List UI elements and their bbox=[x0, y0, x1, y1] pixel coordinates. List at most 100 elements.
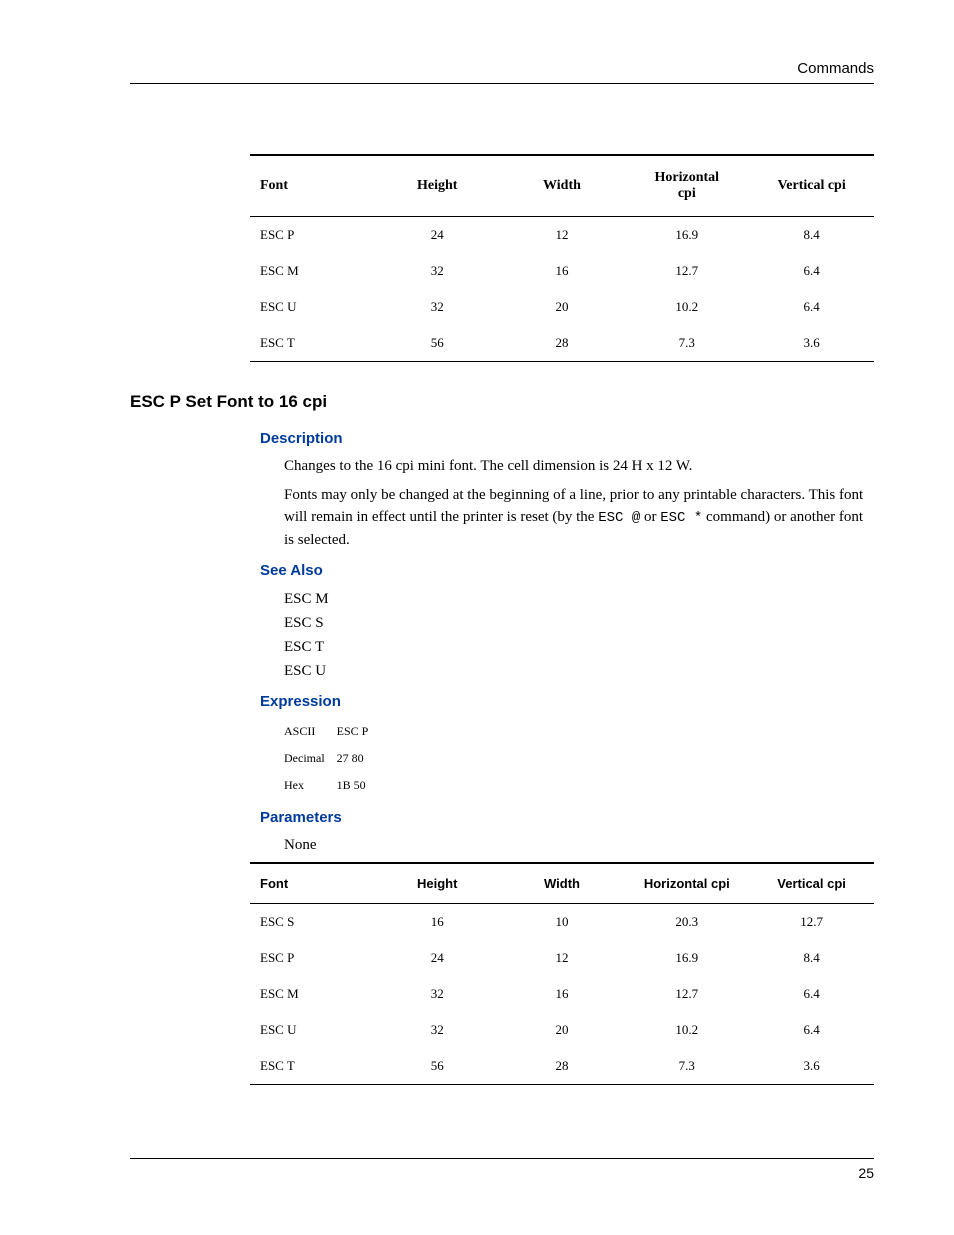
font-table-1: Font Height Width Horizontalcpi Vertical… bbox=[250, 154, 874, 362]
expr-value: 1B 50 bbox=[337, 772, 381, 799]
cell: 10 bbox=[500, 904, 625, 941]
cell: ESC U bbox=[250, 1012, 375, 1048]
cell: 16.9 bbox=[624, 217, 749, 254]
table2-wrap: Font Height Width Horizontal cpi Vertica… bbox=[250, 862, 874, 1085]
cell: 6.4 bbox=[749, 289, 874, 325]
desc-part-b: or bbox=[640, 509, 660, 525]
cell: 20.3 bbox=[624, 904, 749, 941]
page-number: 25 bbox=[858, 1165, 874, 1181]
cell: 32 bbox=[375, 1012, 500, 1048]
page-header: Commands bbox=[130, 60, 874, 84]
cell: 12 bbox=[500, 940, 625, 976]
see-also-item: ESC S bbox=[284, 611, 874, 635]
cell: 20 bbox=[500, 1012, 625, 1048]
cell: 32 bbox=[375, 253, 500, 289]
expression-table: ASCII ESC P Decimal 27 80 Hex 1B 50 bbox=[284, 718, 380, 799]
page-footer: 25 bbox=[130, 1158, 874, 1181]
table-row: ESC U 32 20 10.2 6.4 bbox=[250, 289, 874, 325]
cell: 24 bbox=[375, 940, 500, 976]
cell: 32 bbox=[375, 289, 500, 325]
cell: 10.2 bbox=[624, 289, 749, 325]
cell: 3.6 bbox=[749, 1048, 874, 1085]
cell: 56 bbox=[375, 325, 500, 362]
col-height: Height bbox=[375, 155, 500, 217]
expr-row: ASCII ESC P bbox=[284, 718, 380, 745]
expr-label: Decimal bbox=[284, 745, 337, 772]
cell: ESC S bbox=[250, 904, 375, 941]
expr-value: 27 80 bbox=[337, 745, 381, 772]
cell: 6.4 bbox=[749, 253, 874, 289]
heading-parameters: Parameters bbox=[260, 809, 874, 826]
cell: 12 bbox=[500, 217, 625, 254]
cell: 8.4 bbox=[749, 217, 874, 254]
see-also-list: ESC M ESC S ESC T ESC U bbox=[260, 587, 874, 683]
header-text: Commands bbox=[797, 60, 874, 77]
col-vcpi: Vertical cpi bbox=[749, 863, 874, 904]
expr-row: Decimal 27 80 bbox=[284, 745, 380, 772]
cell: ESC P bbox=[250, 217, 375, 254]
table-row: ESC P 24 12 16.9 8.4 bbox=[250, 217, 874, 254]
col-vcpi: Vertical cpi bbox=[749, 155, 874, 217]
cell: ESC U bbox=[250, 289, 375, 325]
code-esc-star: ESC * bbox=[660, 510, 702, 526]
cell: 28 bbox=[500, 1048, 625, 1085]
font-table-2: Font Height Width Horizontal cpi Vertica… bbox=[250, 862, 874, 1085]
description-line-1: Changes to the 16 cpi mini font. The cel… bbox=[260, 455, 874, 478]
section-title: ESC P Set Font to 16 cpi bbox=[130, 392, 874, 412]
col-width: Width bbox=[500, 155, 625, 217]
cell: ESC T bbox=[250, 325, 375, 362]
cell: 12.7 bbox=[749, 904, 874, 941]
description-line-2: Fonts may only be changed at the beginni… bbox=[260, 484, 874, 552]
section-body: Description Changes to the 16 cpi mini f… bbox=[260, 430, 874, 856]
table-row: ESC M 32 16 12.7 6.4 bbox=[250, 253, 874, 289]
table1-wrap: Font Height Width Horizontalcpi Vertical… bbox=[250, 154, 874, 362]
table-row: ESC P 24 12 16.9 8.4 bbox=[250, 940, 874, 976]
col-hcpi: Horizontal cpi bbox=[624, 863, 749, 904]
cell: ESC M bbox=[250, 976, 375, 1012]
cell: 3.6 bbox=[749, 325, 874, 362]
parameters-text: None bbox=[260, 834, 874, 857]
col-height: Height bbox=[375, 863, 500, 904]
col-width: Width bbox=[500, 863, 625, 904]
see-also-item: ESC U bbox=[284, 659, 874, 683]
table-row: ESC U 32 20 10.2 6.4 bbox=[250, 1012, 874, 1048]
table-header-row: Font Height Width Horizontal cpi Vertica… bbox=[250, 863, 874, 904]
table-row: ESC T 56 28 7.3 3.6 bbox=[250, 325, 874, 362]
heading-description: Description bbox=[260, 430, 874, 447]
page: Commands Font Height Width Horizontalcpi… bbox=[0, 0, 954, 1235]
see-also-item: ESC T bbox=[284, 635, 874, 659]
expr-label: Hex bbox=[284, 772, 337, 799]
cell: 56 bbox=[375, 1048, 500, 1085]
cell: 10.2 bbox=[624, 1012, 749, 1048]
cell: 16.9 bbox=[624, 940, 749, 976]
cell: 7.3 bbox=[624, 325, 749, 362]
cell: 16 bbox=[500, 253, 625, 289]
cell: 16 bbox=[375, 904, 500, 941]
table-row: ESC T 56 28 7.3 3.6 bbox=[250, 1048, 874, 1085]
expr-label: ASCII bbox=[284, 718, 337, 745]
col-font: Font bbox=[250, 155, 375, 217]
cell: 12.7 bbox=[624, 976, 749, 1012]
cell: 7.3 bbox=[624, 1048, 749, 1085]
cell: 20 bbox=[500, 289, 625, 325]
heading-expression: Expression bbox=[260, 693, 874, 710]
code-esc-at: ESC @ bbox=[598, 510, 640, 526]
cell: 24 bbox=[375, 217, 500, 254]
cell: ESC T bbox=[250, 1048, 375, 1085]
table-row: ESC M 32 16 12.7 6.4 bbox=[250, 976, 874, 1012]
expr-row: Hex 1B 50 bbox=[284, 772, 380, 799]
expr-value: ESC P bbox=[337, 718, 381, 745]
cell: 6.4 bbox=[749, 1012, 874, 1048]
col-hcpi: Horizontalcpi bbox=[624, 155, 749, 217]
cell: ESC M bbox=[250, 253, 375, 289]
cell: 12.7 bbox=[624, 253, 749, 289]
heading-see-also: See Also bbox=[260, 562, 874, 579]
cell: 32 bbox=[375, 976, 500, 1012]
cell: 16 bbox=[500, 976, 625, 1012]
cell: ESC P bbox=[250, 940, 375, 976]
see-also-item: ESC M bbox=[284, 587, 874, 611]
cell: 6.4 bbox=[749, 976, 874, 1012]
cell: 28 bbox=[500, 325, 625, 362]
cell: 8.4 bbox=[749, 940, 874, 976]
col-font: Font bbox=[250, 863, 375, 904]
